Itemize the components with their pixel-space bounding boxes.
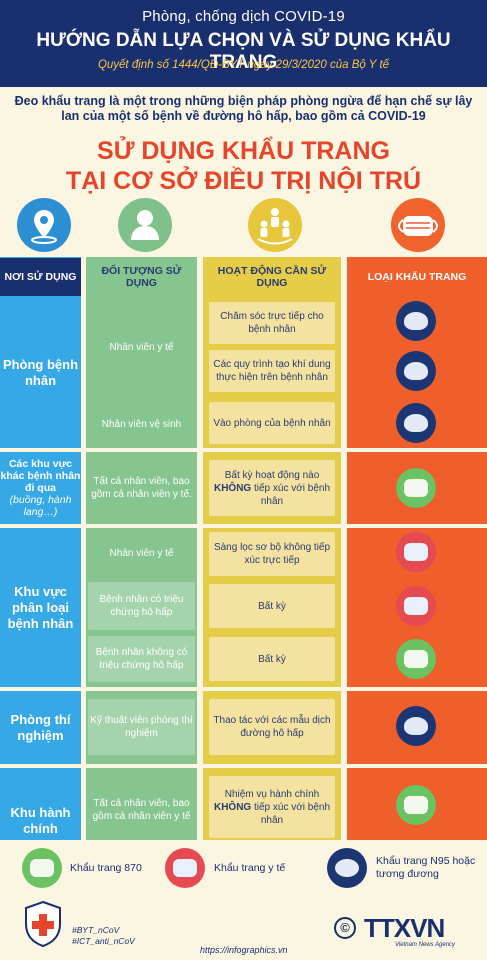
- main-title-line-2: TẠI CƠ SỞ ĐIỀU TRỊ NỘI TRÚ: [65, 167, 422, 195]
- activity-respiratory-samples: Thao tác với các mẫu dịch đường hô hấp: [209, 699, 335, 755]
- location-other-areas: Các khu vực khác bệnh nhân đi qua (buồng…: [0, 452, 81, 524]
- target-symptomatic-patient: Bệnh nhân có triệu chứng hô hấp: [88, 582, 195, 630]
- section-divider: [0, 448, 487, 452]
- activity-direct-care: Chăm sóc trực tiếp cho bệnh nhân: [209, 302, 335, 344]
- brand-subtitle: Vietnam News Agency: [395, 942, 456, 948]
- activity-any: Bất kỳ: [209, 637, 335, 681]
- target-all-staff: Tất cả nhân viên, bao gồm cả nhân viên y…: [91, 476, 192, 500]
- legend-n95-label: Khẩu trang N95 hoặc tương đương: [376, 855, 476, 880]
- hashtag-ict: #ICT_anti_nCoV: [72, 936, 135, 946]
- target-cleaning-staff: Nhân viên vệ sinh: [101, 418, 182, 430]
- location-triage-area: Khu vực phân loại bệnh nhân: [7, 583, 74, 631]
- mask-870-icon: [396, 785, 436, 825]
- mask-medical-icon: [396, 532, 436, 572]
- column-header-target: ĐỐI TƯỢNG SỬ DỤNG: [101, 265, 182, 289]
- mask-n95-icon: [396, 706, 436, 746]
- target-medical-staff: Nhân viên y tế: [109, 341, 174, 353]
- mask-medical-icon: [396, 586, 436, 626]
- target-column: [86, 257, 197, 874]
- people-activity-icon: [248, 198, 302, 252]
- mask-n95-icon: [396, 403, 436, 443]
- section-divider: [0, 764, 487, 768]
- header-topic: Phòng, chống dịch COVID-19: [142, 8, 345, 25]
- user-icon: [118, 198, 172, 252]
- target-lab-technician: Kỹ thuật viên phòng thí nghiệm: [88, 699, 195, 755]
- legend-medical-icon: [165, 848, 205, 888]
- main-title-line-1: SỬ DỤNG KHẨU TRANG: [97, 137, 390, 165]
- column-header-mask: LOẠI KHẨU TRANG: [367, 271, 467, 283]
- mask-870-icon: [396, 468, 436, 508]
- source-url[interactable]: https://infographics.vn: [200, 945, 288, 955]
- legend-n95-icon: [327, 848, 367, 888]
- mask-n95-icon: [396, 301, 436, 341]
- main-title: SỬ DỤNG KHẨU TRANG TẠI CƠ SỞ ĐIỀU TRỊ NỘ…: [0, 136, 487, 196]
- activity-admin-tasks-text: Nhiệm vụ hành chính KHÔNG tiếp xúc với b…: [213, 788, 331, 826]
- activity-any: Bất kỳ: [209, 584, 335, 628]
- activity-no-contact: Bất kỳ hoạt động nào KHÔNG tiếp xúc với …: [209, 460, 335, 516]
- copyright-icon: ©: [334, 917, 356, 939]
- location-other-areas-label: Các khu vực khác bệnh nhân đi qua: [0, 458, 81, 494]
- activity-no-contact-text: Bất kỳ hoạt động nào KHÔNG tiếp xúc với …: [213, 469, 331, 507]
- location-laboratory: Phòng thí nghiệm: [10, 711, 71, 743]
- target-all-staff-admin: Tất cả nhân viên, bao gồm cả nhân viên y…: [92, 798, 191, 822]
- section-divider: [0, 687, 487, 691]
- mask-icon: [391, 198, 445, 252]
- header-title: Hướng dẫn lựa chọn và sử dụng khẩu trang: [36, 30, 451, 73]
- location-pin-icon: [17, 198, 71, 252]
- intro-text: Đeo khẩu trang là một trong những biện p…: [14, 94, 473, 123]
- mask-n95-icon: [396, 351, 436, 391]
- hashtag-byt: #BYT_nCoV: [72, 925, 120, 935]
- legend-870-icon: [22, 848, 62, 888]
- activity-screening: Sàng lọc sơ bộ không tiếp xúc trực tiếp: [209, 532, 335, 576]
- legend-medical-label: Khẩu trang y tế: [214, 862, 286, 874]
- column-header-activity: HOẠT ĐỘNG CẦN SỬ DỤNG: [217, 265, 327, 289]
- column-header-location: NƠI SỬ DỤNG: [0, 258, 81, 296]
- activity-admin-tasks: Nhiệm vụ hành chính KHÔNG tiếp xúc với b…: [209, 776, 335, 838]
- activity-aerosol-procedures: Các quy trình tạo khí dung thực hiện trê…: [209, 350, 335, 392]
- header-banner: Phòng, chống dịch COVID-19 Hướng dẫn lựa…: [0, 0, 487, 87]
- location-column: [0, 257, 81, 874]
- legend-area: [0, 840, 487, 892]
- brand-logo: TTXVN: [364, 913, 445, 943]
- activity-enter-room: Vào phòng của bệnh nhân: [209, 402, 335, 444]
- ministry-of-health-logo: [22, 900, 64, 948]
- section-divider: [0, 524, 487, 528]
- mask-870-icon: [396, 639, 436, 679]
- target-asymptomatic-patient: Bệnh nhân không có triệu chứng hô hấp: [88, 636, 195, 682]
- legend-870-label: Khẩu trang 870: [70, 862, 142, 874]
- location-patient-room: Phòng bệnh nhân: [2, 357, 79, 388]
- target-medical-staff-triage: Nhân viên y tế: [109, 547, 174, 559]
- location-other-areas-note: (buồng, hành lang…): [9, 494, 72, 518]
- location-admin-area: Khu hành chính: [10, 805, 71, 836]
- header-decision: Quyết định số 1444/QĐ-BYT ngày 29/3/2020…: [97, 59, 390, 71]
